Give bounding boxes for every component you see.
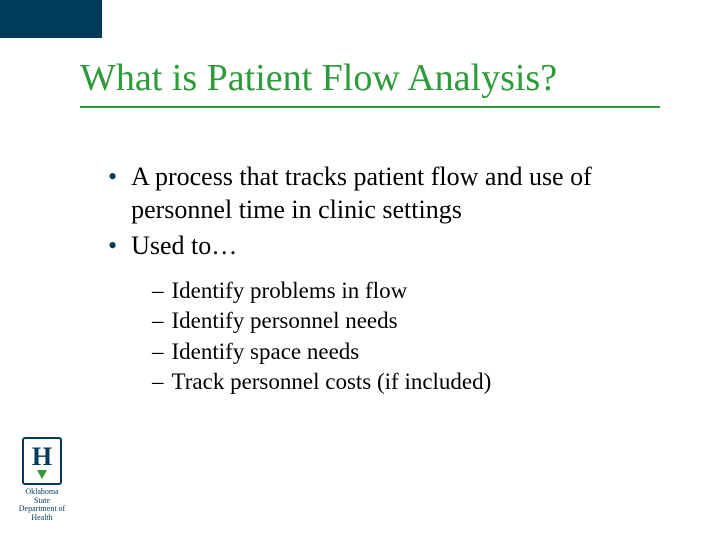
bullet-level2: – Track personnel costs (if included)	[152, 367, 660, 397]
bullet-text: Identify space needs	[172, 337, 360, 367]
org-logo: H Oklahoma State Department of Health	[12, 437, 72, 522]
bullet-level2: – Identify problems in flow	[152, 276, 660, 306]
bullet-text: Identify problems in flow	[172, 276, 408, 306]
logo-line: Health	[12, 514, 72, 522]
logo-letter: H	[24, 444, 60, 470]
bullet-dash-icon: –	[152, 306, 164, 336]
bullet-dash-icon: –	[152, 276, 164, 306]
bullet-level1: • Used to…	[108, 229, 660, 262]
bullet-dot-icon: •	[108, 229, 117, 262]
bullet-text: Track personnel costs (if included)	[172, 367, 492, 397]
bullet-text: Used to…	[131, 229, 237, 262]
bullet-dot-icon: •	[108, 160, 117, 193]
slide-body: • A process that tracks patient flow and…	[90, 160, 660, 397]
logo-caption: Oklahoma State Department of Health	[12, 488, 72, 522]
slide: What is Patient Flow Analysis? • A proce…	[0, 0, 720, 540]
spacer	[90, 264, 660, 276]
bullet-text: A process that tracks patient flow and u…	[131, 160, 660, 227]
accent-top-bar	[0, 0, 102, 38]
leaf-icon	[37, 470, 47, 479]
logo-mark: H	[22, 437, 62, 485]
slide-title: What is Patient Flow Analysis?	[80, 58, 660, 108]
bullet-level1: • A process that tracks patient flow and…	[108, 160, 660, 227]
bullet-dash-icon: –	[152, 337, 164, 367]
bullet-dash-icon: –	[152, 367, 164, 397]
bullet-text: Identify personnel needs	[172, 306, 398, 336]
bullet-level2: – Identify space needs	[152, 337, 660, 367]
bullet-level2: – Identify personnel needs	[152, 306, 660, 336]
